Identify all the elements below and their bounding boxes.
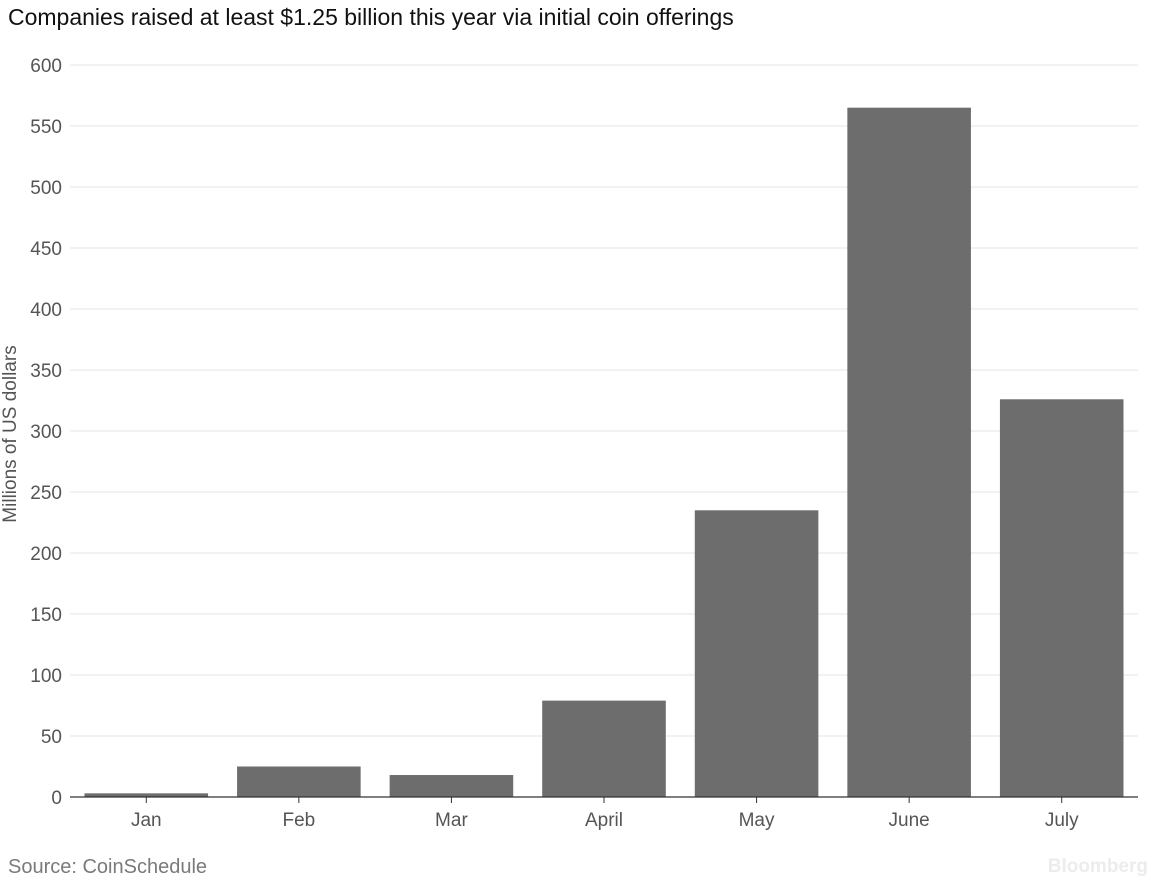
y-tick-label: 100: [30, 666, 62, 687]
y-tick-label: 50: [41, 727, 62, 748]
y-tick-label: 300: [30, 422, 62, 443]
y-tick-label: 150: [30, 605, 62, 626]
y-tick-label: 500: [30, 178, 62, 199]
bar-june: [847, 107, 971, 797]
y-axis-label: Millions of US dollars: [0, 345, 21, 522]
bar-april: [542, 700, 666, 797]
x-tick-label: July: [1045, 810, 1079, 831]
y-tick-label: 600: [30, 56, 62, 77]
x-tick-label: Feb: [282, 810, 315, 831]
bar-jan: [84, 793, 209, 797]
x-tick-label: June: [889, 810, 930, 831]
y-tick-label: 450: [30, 239, 62, 260]
x-tick-label: Jan: [131, 810, 162, 831]
x-tick-label: Mar: [435, 810, 468, 831]
bars: [84, 107, 1124, 797]
x-axis-ticks: Jan Feb Mar April May June July: [131, 797, 1079, 831]
y-tick-label: 400: [30, 300, 62, 321]
bar-mar: [389, 775, 514, 797]
source-note: Source: CoinSchedule: [8, 856, 208, 878]
bar-may: [694, 510, 819, 797]
y-tick-label: 350: [30, 361, 62, 382]
x-tick-label: April: [585, 810, 623, 831]
bloomberg-watermark: Bloomberg: [1047, 856, 1148, 877]
y-tick-label: 0: [51, 788, 62, 809]
bar-feb: [237, 766, 361, 797]
y-tick-label: 200: [30, 544, 62, 565]
chart-title: Companies raised at least $1.25 billion …: [8, 4, 734, 30]
y-tick-label: 250: [30, 483, 62, 504]
x-tick-label: May: [739, 810, 775, 831]
y-axis-ticks: 0 50 100 150 200 250 300 350 400 450 500 550 600: [30, 56, 62, 809]
bar-july: [999, 399, 1124, 797]
gridlines: [70, 64, 1138, 737]
y-tick-label: 550: [30, 117, 62, 138]
